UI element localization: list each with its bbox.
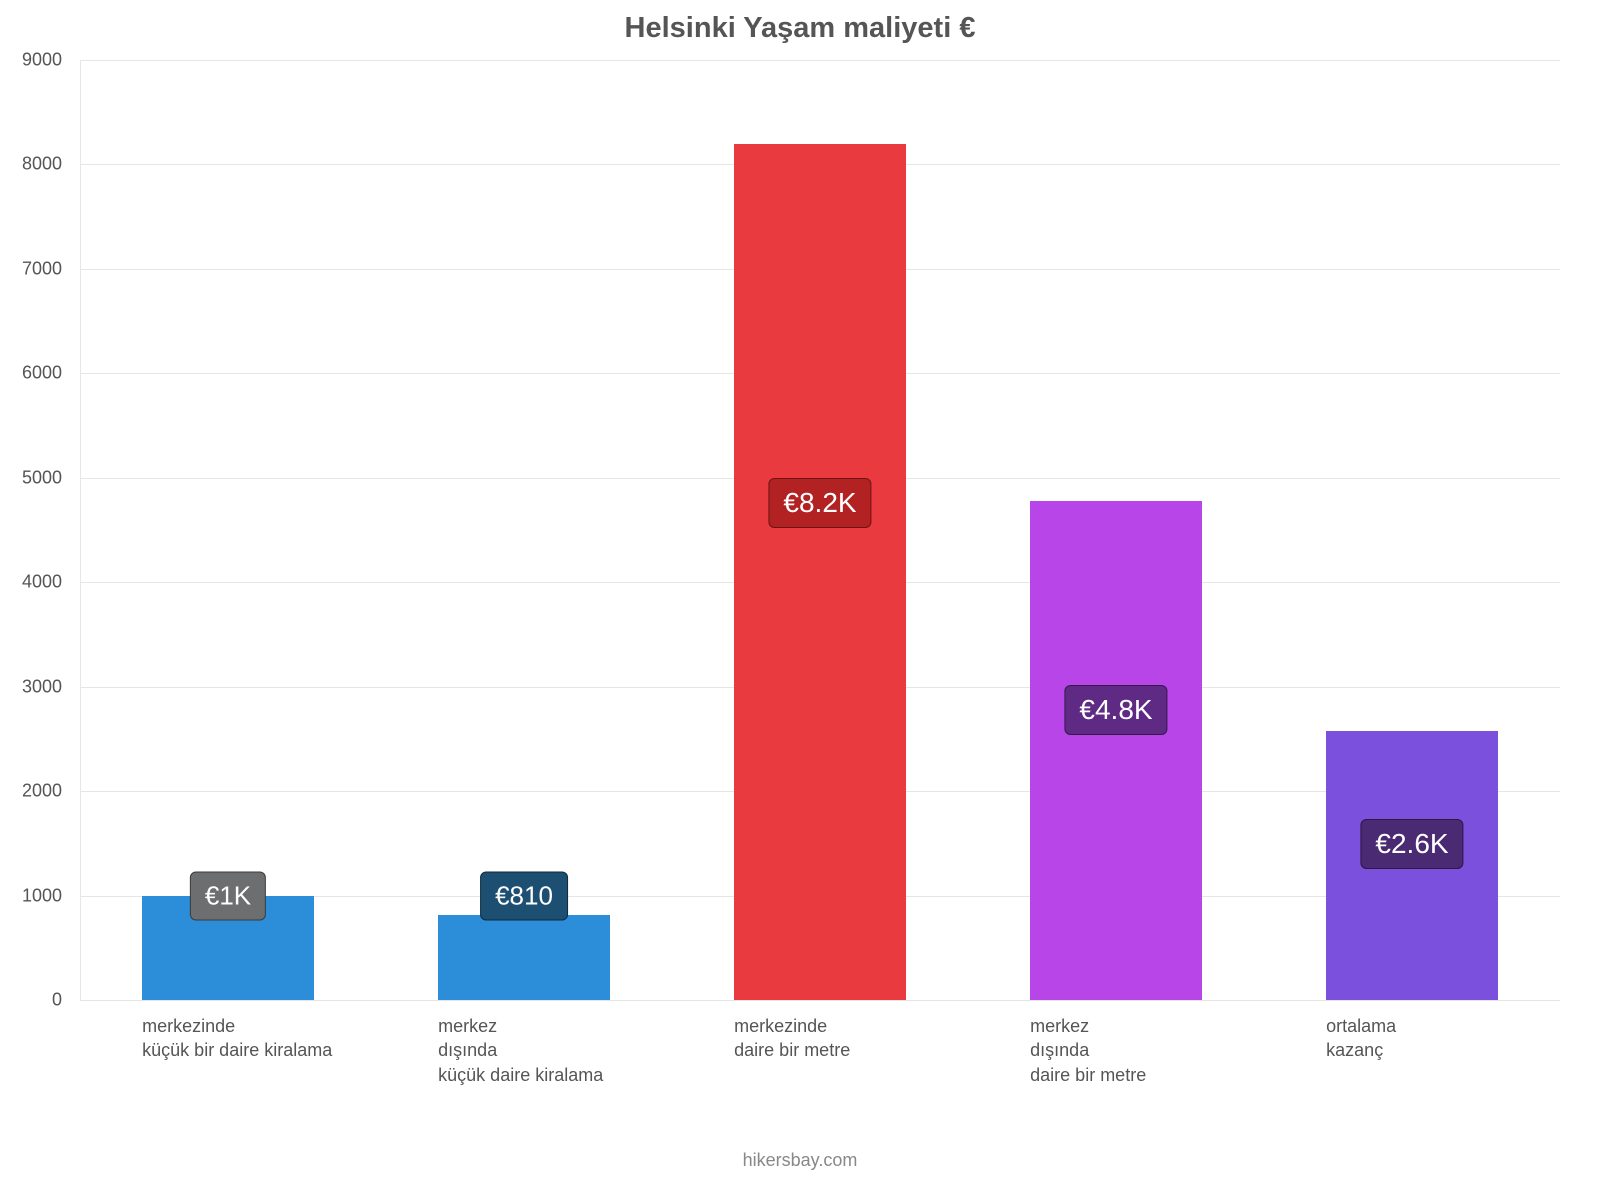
chart-footer: hikersbay.com	[0, 1150, 1600, 1171]
bar-value-label: €1K	[190, 871, 266, 920]
x-category-label: merkez dışında küçük daire kiralama	[438, 1000, 734, 1087]
x-category-label: merkezinde küçük bir daire kiralama	[142, 1000, 438, 1063]
bar-value-label: €2.6K	[1360, 819, 1463, 869]
bar	[1030, 501, 1202, 1000]
x-category-label: merkezinde daire bir metre	[734, 1000, 1030, 1063]
cost-of-living-chart: Helsinki Yaşam maliyeti € 01000200030004…	[0, 0, 1600, 1200]
y-tick-label: 0	[52, 990, 80, 1011]
y-tick-label: 9000	[22, 50, 80, 71]
x-category-label: merkez dışında daire bir metre	[1030, 1000, 1326, 1087]
y-tick-label: 7000	[22, 258, 80, 279]
plot-area: 0100020003000400050006000700080009000€1K…	[80, 60, 1560, 1000]
bar-value-label: €810	[480, 871, 568, 920]
bar	[438, 915, 610, 1000]
grid-line	[80, 60, 1560, 61]
bar-value-label: €8.2K	[768, 478, 871, 528]
y-axis-line	[80, 60, 81, 1000]
y-tick-label: 6000	[22, 363, 80, 384]
y-tick-label: 2000	[22, 781, 80, 802]
chart-title: Helsinki Yaşam maliyeti €	[0, 12, 1600, 45]
y-tick-label: 5000	[22, 467, 80, 488]
bar-value-label: €4.8K	[1064, 685, 1167, 735]
x-category-label: ortalama kazanç	[1326, 1000, 1600, 1063]
y-tick-label: 4000	[22, 572, 80, 593]
y-tick-label: 1000	[22, 885, 80, 906]
bar	[734, 144, 906, 1000]
y-tick-label: 8000	[22, 154, 80, 175]
y-tick-label: 3000	[22, 676, 80, 697]
